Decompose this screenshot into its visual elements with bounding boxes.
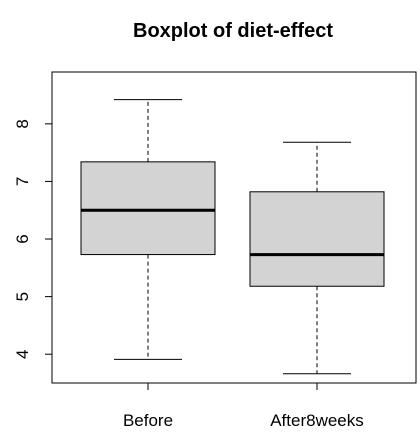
boxes-layer: [80, 99, 385, 375]
x-tick-label: Before: [123, 411, 173, 430]
y-axis: 4 5 6 7 8: [13, 119, 53, 359]
box-iqr: [249, 191, 385, 287]
y-tick-label: 5: [13, 292, 32, 301]
y-tick-label: 6: [13, 234, 32, 243]
x-axis: Before After8weeks: [123, 382, 364, 430]
chart-title: Boxplot of diet-effect: [133, 20, 333, 42]
y-tick-label: 4: [13, 349, 32, 358]
x-tick-label: After8weeks: [270, 411, 364, 430]
box-iqr: [80, 161, 216, 256]
box-group: [80, 99, 216, 360]
box-group: [249, 141, 385, 375]
y-tick-label: 7: [13, 177, 32, 186]
y-tick-label: 8: [13, 119, 32, 128]
